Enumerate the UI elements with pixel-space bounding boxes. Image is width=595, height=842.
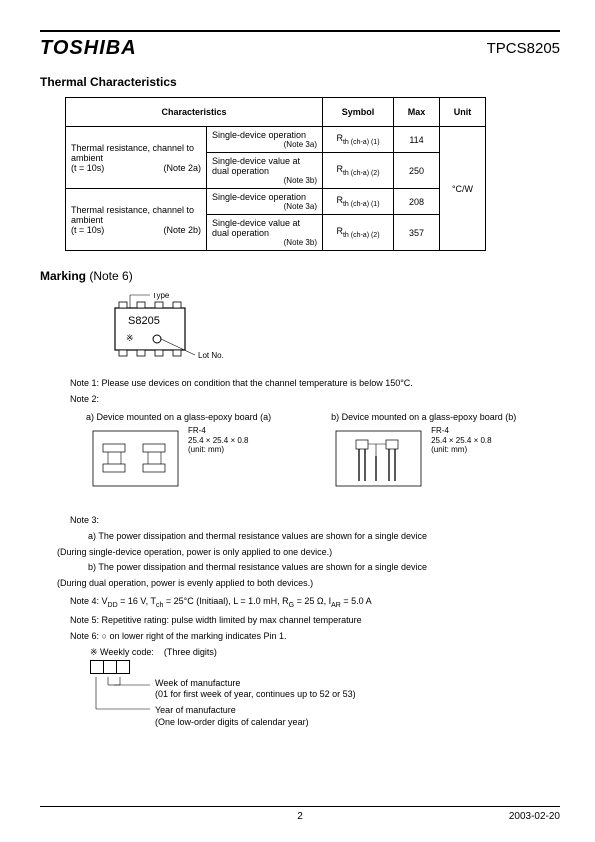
note2: Note 2: — [70, 394, 560, 404]
part-number: TPCS8205 — [487, 40, 560, 57]
n3b: b) The power dissipation and thermal res… — [88, 562, 560, 574]
td-sym1: Rth (ch-a) (1) — [323, 127, 394, 153]
th-sym: Symbol — [323, 98, 394, 127]
note4: Note 4: VDD = 16 V, Tch = 25°C (Initiaal… — [70, 596, 560, 609]
td-v4: 357 — [394, 215, 440, 251]
n2b: b) Device mounted on a glass-epoxy board… — [331, 412, 516, 422]
th-unit: Unit — [440, 98, 486, 127]
th-char: Characteristics — [66, 98, 323, 127]
td-v1: 114 — [394, 127, 440, 153]
thermal-title: Thermal Characteristics — [40, 75, 560, 89]
top-rule — [40, 30, 560, 32]
footer: 2 2003-02-20 — [40, 806, 560, 822]
package-diagram: Type S8205 ※ Lot No. — [95, 293, 560, 368]
note1: Note 1: Please use devices on condition … — [70, 378, 560, 388]
n3a: a) The power dissipation and thermal res… — [88, 531, 560, 543]
weekly-code: ※ Weekly code: (Three digits) Week of ma… — [90, 647, 560, 729]
header: TOSHIBA TPCS8205 — [40, 37, 560, 60]
td-v2: 250 — [394, 153, 440, 189]
td-op4: Single-device value at dual operation (N… — [207, 215, 323, 251]
note5: Note 5: Repetitive rating: pulse width l… — [70, 615, 560, 625]
board-b-dims: FR-4 25.4 × 25.4 × 0.8 (unit: mm) — [431, 426, 492, 491]
board-a-svg — [88, 426, 183, 491]
note6: Note 6: ○ on lower right of the marking … — [70, 631, 560, 641]
n2a: a) Device mounted on a glass-epoxy board… — [86, 412, 271, 422]
board-a-dims: FR-4 25.4 × 25.4 × 0.8 (unit: mm) — [188, 426, 249, 491]
logo: TOSHIBA — [40, 37, 137, 60]
page-number: 2 — [297, 811, 303, 822]
td-op1: Single-device operation (Note 3a) — [207, 127, 323, 153]
td-desc2: Thermal resistance, channel to ambient (… — [66, 189, 207, 251]
td-unit: °C/W — [440, 127, 486, 251]
package-svg: Type S8205 ※ Lot No. — [95, 293, 255, 368]
thermal-table: Characteristics Symbol Max Unit Thermal … — [65, 97, 486, 251]
svg-text:S8205: S8205 — [128, 315, 160, 327]
td-op3: Single-device operation (Note 3a) — [207, 189, 323, 215]
td-sym4: Rth (ch-a) (2) — [323, 215, 394, 251]
td-sym2: Rth (ch-a) (2) — [323, 153, 394, 189]
board-b-svg — [331, 426, 426, 491]
board-row: a) Device mounted on a glass-epoxy board… — [88, 412, 560, 491]
td-v3: 208 — [394, 189, 440, 215]
td-sym3: Rth (ch-a) (1) — [323, 189, 394, 215]
svg-text:Type: Type — [152, 293, 170, 300]
weekly-lines — [90, 663, 470, 721]
td-desc1: Thermal resistance, channel to ambient (… — [66, 127, 207, 189]
footer-date: 2003-02-20 — [509, 811, 560, 822]
svg-text:※: ※ — [126, 333, 134, 343]
note3: Note 3: — [70, 515, 560, 525]
svg-text:Lot No.: Lot No. — [198, 351, 224, 360]
n3b2: (During dual operation, power is evenly … — [57, 578, 560, 590]
n3a2: (During single-device operation, power i… — [57, 547, 560, 559]
th-max: Max — [394, 98, 440, 127]
marking-title: Marking (Note 6) — [40, 269, 560, 283]
td-op2: Single-device value at dual operation (N… — [207, 153, 323, 189]
